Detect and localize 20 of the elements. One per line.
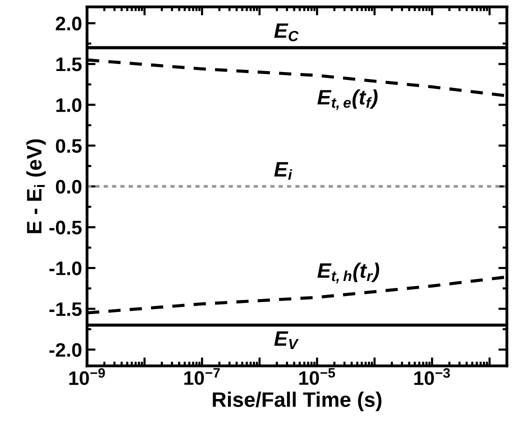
series-label: E$_{t,e}$(t$_{f}$) xyxy=(317,89,378,110)
ref-line-label: E$_{i}$ xyxy=(274,162,292,180)
x-tick-label: 10$^{−7}$ xyxy=(184,368,220,385)
y-tick-label: -0.5 xyxy=(49,220,82,234)
y-tick-label: 0.0 xyxy=(56,180,82,194)
ref-line-label: E$_{C}$ xyxy=(274,23,299,42)
y-tick-label: 1.0 xyxy=(56,98,82,112)
y-axis-title: E - E$_{i}$ (eV) xyxy=(26,139,46,234)
y-tick-label: 1.5 xyxy=(56,58,82,72)
x-tick-label: 10$^{−9}$ xyxy=(69,368,105,386)
y-tick-label: 0.5 xyxy=(56,139,82,153)
ref-line-label: E$_{V}$ xyxy=(274,331,299,350)
y-tick-label: -1.5 xyxy=(49,302,82,316)
series-label: E$_{t,h}$(t$_{r}$) xyxy=(317,262,380,284)
y-tick-label: 2.0 xyxy=(56,16,82,30)
x-tick-label: 10$^{−5}$ xyxy=(299,368,336,385)
y-tick-label: -1.0 xyxy=(49,261,82,276)
y-tick-label: -2.0 xyxy=(49,343,82,357)
x-tick-label: 10$^{−3}$ xyxy=(414,368,450,386)
x-axis-title: Rise/Fall Time (s) xyxy=(212,392,382,412)
